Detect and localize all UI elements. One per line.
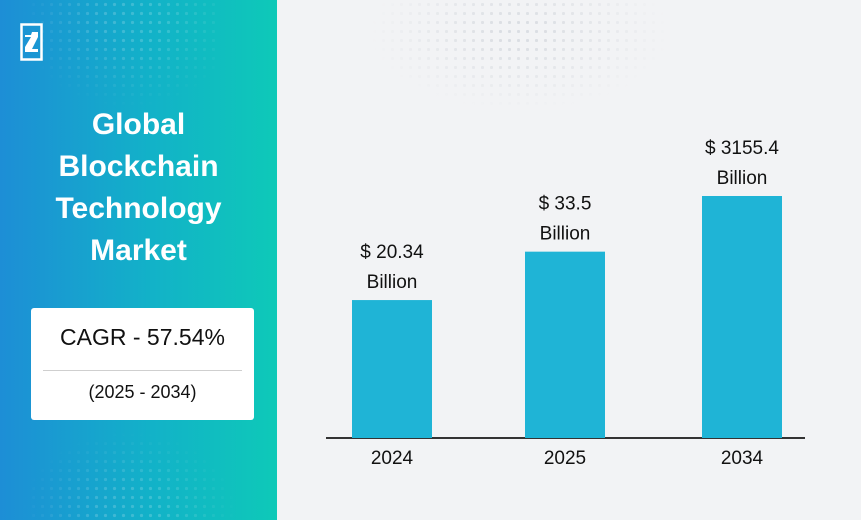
bar-2024 xyxy=(352,300,432,438)
brand-logo-icon xyxy=(20,23,43,61)
data-label-2034: $ 3155.4 xyxy=(705,138,779,159)
divider xyxy=(43,370,242,371)
bar-2034 xyxy=(702,196,782,438)
bar-2025 xyxy=(525,251,605,438)
x-tick-label-2024: 2024 xyxy=(371,448,414,469)
dot-pattern-decoration xyxy=(370,0,670,110)
data-label-2024: $ 20.34 xyxy=(360,242,424,263)
data-label-2024: Billion xyxy=(367,272,418,293)
cagr-period: (2025 - 2034) xyxy=(88,382,197,402)
dot-pattern-decoration xyxy=(20,430,240,520)
data-label-2025: $ 33.5 xyxy=(539,194,592,215)
cagr-value: CAGR - 57.54% xyxy=(60,324,225,350)
page-title: Global Blockchain Technology Market xyxy=(55,108,222,267)
left-panel: Global Blockchain Technology Market CAGR… xyxy=(0,0,277,520)
data-label-2025: Billion xyxy=(540,224,591,245)
bar-chart: $ 20.34 Billion 2024 $ 33.5 Billion 2025 $ 315… xyxy=(326,138,805,469)
x-tick-label-2034: 2034 xyxy=(721,448,764,469)
cagr-card: CAGR - 57.54% (2025 - 2034) xyxy=(31,308,254,420)
dot-pattern-decoration xyxy=(20,0,220,110)
data-label-2034: Billion xyxy=(717,168,768,189)
x-tick-label-2025: 2025 xyxy=(544,448,586,469)
